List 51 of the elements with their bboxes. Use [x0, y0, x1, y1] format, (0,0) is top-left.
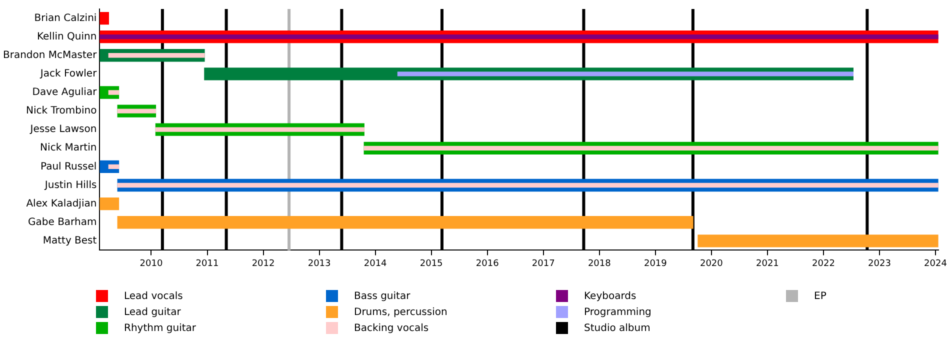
y-tick-label: Brandon McMaster	[2, 50, 98, 61]
bar	[155, 127, 364, 132]
x-tick-label: 2019	[644, 258, 668, 269]
bar	[117, 108, 156, 114]
legend-label: EP	[814, 290, 826, 302]
bar	[108, 164, 120, 170]
y-tick-label: Matty Best	[42, 236, 97, 247]
bar	[100, 12, 109, 25]
legend-label: Lead guitar	[124, 306, 181, 318]
x-tick-label: 2011	[196, 258, 219, 269]
y-tick-label: Paul Russel	[40, 161, 97, 172]
legend-label: Studio album	[584, 322, 650, 334]
x-tick-label: 2024	[924, 258, 948, 269]
y-tick-label: Kellin Quinn	[36, 31, 97, 42]
x-tick-label: 2014	[364, 258, 388, 269]
bar	[100, 197, 120, 210]
y-tick-label: Justin Hills	[44, 180, 97, 191]
y-tick-label: Jesse Lawson	[29, 124, 97, 136]
x-tick-label: 2016	[476, 258, 500, 269]
x-tick-label: 2021	[756, 258, 779, 269]
legend-label: Lead vocals	[124, 290, 183, 302]
y-tick-label: Nick Martin	[40, 142, 97, 154]
bar	[117, 216, 694, 229]
bar	[698, 234, 938, 248]
bar	[108, 53, 205, 58]
bar	[100, 34, 938, 40]
y-tick-label: Gabe Barham	[28, 216, 97, 228]
legend-label: Keyboards	[584, 290, 636, 302]
legend-label: Rhythm guitar	[124, 322, 196, 334]
x-tick-label: 2018	[588, 258, 612, 269]
y-tick-label: Nick Trombino	[26, 106, 97, 117]
x-tick-label: 2022	[812, 258, 835, 269]
y-tick-label: Brian Calzini	[34, 12, 97, 24]
bar	[364, 146, 938, 150]
legend-label: Bass guitar	[354, 290, 410, 302]
x-tick-label: 2012	[252, 258, 275, 269]
y-tick-label: Dave Aguliar	[32, 87, 98, 98]
x-tick-label: 2023	[868, 258, 891, 269]
y-tick-label: Alex Kaladjian	[26, 198, 97, 210]
x-tick-label: 2020	[700, 258, 724, 269]
x-tick-label: 2017	[532, 258, 555, 269]
x-tick-label: 2013	[308, 258, 331, 269]
legend-label: Programming	[584, 306, 652, 318]
bar	[117, 182, 938, 188]
x-tick-label: 2015	[420, 258, 443, 269]
legend-label: Backing vocals	[354, 322, 429, 334]
bar	[108, 90, 120, 95]
legend-label: Drums, percussion	[354, 306, 448, 318]
bar	[397, 72, 854, 76]
x-tick-label: 2010	[140, 258, 163, 269]
y-tick-label: Jack Fowler	[39, 68, 98, 80]
